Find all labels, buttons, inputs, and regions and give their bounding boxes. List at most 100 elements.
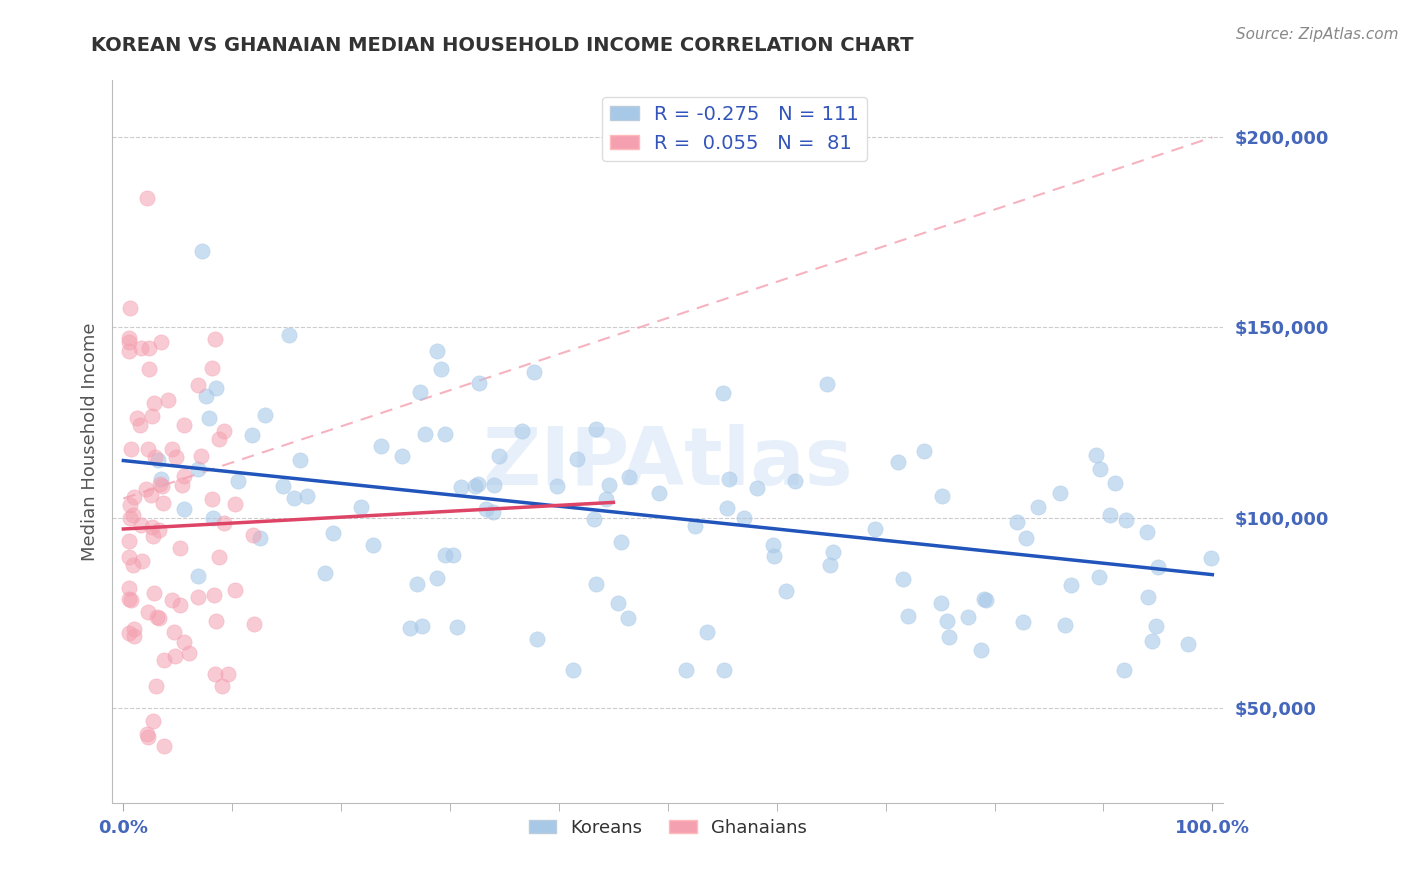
Point [314,566,336,580]
Point [1147,560,1170,574]
Point [128,418,150,433]
Point [201,361,224,376]
Point [713,663,735,677]
Point [411,619,433,633]
Point [1177,637,1199,651]
Point [1137,591,1160,605]
Point [1115,513,1137,527]
Point [956,610,979,624]
Point [122,490,145,504]
Point [118,499,141,513]
Point [863,522,886,536]
Point [165,450,187,465]
Point [607,596,630,610]
Point [430,362,453,376]
Point [170,477,193,491]
Point [510,424,533,438]
Point [585,422,607,436]
Point [426,571,449,585]
Point [526,632,548,647]
Point [118,301,141,316]
Point [821,545,844,559]
Point [207,549,229,564]
Point [142,714,165,729]
Point [1144,619,1167,633]
Point [191,244,214,259]
Point [173,635,195,649]
Point [283,491,305,505]
Point [150,479,173,493]
Point [785,475,807,489]
Point [240,427,263,442]
Point [152,496,174,510]
Point [322,525,344,540]
Point [224,497,246,511]
Point [1099,508,1122,522]
Point [406,577,429,591]
Point [546,479,568,493]
Point [149,471,172,485]
Point [141,519,163,533]
Point [153,739,176,753]
Point [173,502,195,516]
Point [912,444,935,458]
Point [350,500,373,514]
Point [815,376,838,391]
Point [187,462,209,476]
Point [122,558,145,572]
Point [217,667,239,681]
Point [887,455,910,469]
Point [135,482,157,496]
Point [118,331,141,345]
Point [361,539,384,553]
Point [118,334,141,349]
Point [1088,462,1111,476]
Point [169,541,191,556]
Point [271,478,294,492]
Point [598,478,620,492]
Point [1084,448,1107,462]
Point [190,449,212,463]
Point [409,385,432,400]
Text: KOREAN VS GHANAIAN MEDIAN HOUSEHOLD INCOME CORRELATION CHART: KOREAN VS GHANAIAN MEDIAN HOUSEHOLD INCO… [91,36,914,54]
Point [762,538,785,552]
Point [1060,578,1083,592]
Point [683,519,706,533]
Point [733,511,755,525]
Point [745,481,768,495]
Point [173,469,195,483]
Text: Source: ZipAtlas.com: Source: ZipAtlas.com [1236,27,1399,42]
Point [475,501,498,516]
Point [253,408,276,422]
Point [129,518,152,533]
Point [648,485,671,500]
Point [617,470,640,484]
Text: ZIPAtlas: ZIPAtlas [482,425,853,502]
Point [1015,531,1038,545]
Point [160,442,183,457]
Point [249,532,271,546]
Point [118,626,141,640]
Point [118,582,141,596]
Point [173,417,195,432]
Point [891,572,914,586]
Point [717,472,740,486]
Point [467,477,489,491]
Point [288,453,311,467]
Point [145,680,167,694]
Point [143,396,166,410]
Point [582,512,605,526]
Point [929,596,952,610]
Point [136,191,159,205]
Point [129,341,152,355]
Point [1112,663,1135,677]
Point [278,327,301,342]
Point [1199,551,1222,566]
Point [149,476,172,491]
Point [120,510,142,524]
Point [122,622,145,636]
Point [131,554,153,568]
Point [120,442,142,456]
Point [202,511,225,525]
Point [617,610,640,624]
